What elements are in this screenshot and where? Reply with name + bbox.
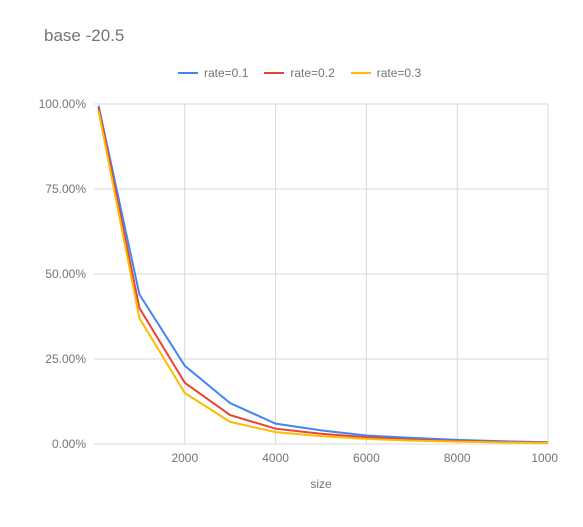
legend: rate=0.1 rate=0.2 rate=0.3	[178, 66, 421, 80]
x-tick-label: 4000	[262, 451, 289, 465]
y-tick-label: 50.00%	[45, 267, 86, 281]
x-axis-title: size	[310, 477, 332, 491]
x-tick-label: 6000	[353, 451, 380, 465]
chart-container: base -20.5 rate=0.1 rate=0.2 rate=0.3 0.00…	[0, 0, 583, 527]
legend-item: rate=0.3	[351, 66, 421, 80]
legend-label: rate=0.3	[377, 66, 421, 80]
chart-title: base -20.5	[44, 26, 124, 46]
legend-item: rate=0.2	[264, 66, 334, 80]
x-tick-label: 8000	[444, 451, 471, 465]
legend-swatch	[178, 72, 198, 74]
y-tick-label: 100.00%	[39, 97, 87, 111]
legend-swatch	[264, 72, 284, 74]
plot-area: 0.00% 25.00% 50.00% 75.00% 100.00% 2000 4000 60…	[24, 94, 558, 504]
series-line	[99, 107, 548, 442]
legend-label: rate=0.2	[290, 66, 334, 80]
series-line	[99, 111, 548, 443]
y-tick-label: 75.00%	[45, 182, 86, 196]
legend-item: rate=0.1	[178, 66, 248, 80]
y-tick-label: 0.00%	[52, 437, 86, 451]
legend-label: rate=0.1	[204, 66, 248, 80]
y-tick-label: 25.00%	[45, 352, 86, 366]
x-tick-label: 10000	[531, 451, 558, 465]
x-tick-label: 2000	[171, 451, 198, 465]
legend-swatch	[351, 72, 371, 74]
